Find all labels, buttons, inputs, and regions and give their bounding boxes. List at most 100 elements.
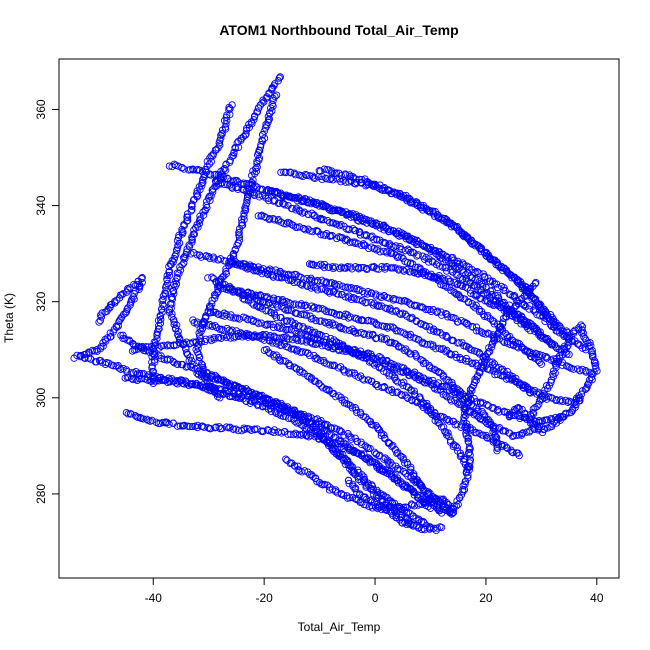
data-point [390,188,398,196]
data-point [523,347,531,356]
data-point [527,353,536,361]
data-point [518,343,526,351]
data-point [284,414,293,423]
data-point [328,445,336,454]
data-point [225,282,234,291]
data-point [551,321,559,329]
data-point [494,329,502,338]
data-point [340,457,348,465]
data-point [548,420,556,428]
data-point [283,325,291,334]
data-point [280,304,288,313]
x-axis-label: Total_Air_Temp [298,620,381,634]
data-point [522,288,530,296]
data-point [188,357,196,365]
data-point [346,401,355,410]
data-point [344,476,353,485]
y-tick-label: 300 [34,387,48,407]
data-point [231,314,240,322]
data-point [445,386,454,394]
data-point [186,353,194,361]
data-point [332,338,340,346]
y-tick-label: 280 [34,484,48,504]
data-point [208,273,216,281]
data-point [197,360,206,368]
data-point [128,374,136,383]
data-point [509,449,517,457]
data-point [280,220,288,228]
data-point [339,444,348,452]
data-point [483,401,491,409]
data-point [317,231,325,239]
data-point [331,263,340,271]
data-point [312,316,320,325]
data-point [337,440,345,448]
data-point [345,446,354,455]
data-point [309,261,318,269]
data-point [407,199,415,207]
data-point [518,283,526,291]
data-point [491,431,499,440]
data-point [274,273,283,282]
data-point [222,333,231,342]
data-point [362,501,370,509]
data-point [414,270,422,278]
data-point [418,303,426,311]
data-point [401,518,409,527]
data-point [159,341,167,350]
data-point [445,417,454,425]
data-point [202,335,210,343]
data-point [247,293,255,301]
data-point [523,428,531,436]
data-point [463,423,472,431]
data-point [403,367,412,375]
data-point [167,304,175,312]
data-point [358,498,366,507]
data-point [439,373,448,381]
data-point [328,169,336,177]
data-point [148,364,156,372]
data-point [372,235,381,243]
data-point [320,421,329,429]
data-point [273,340,281,348]
data-point [433,273,442,282]
data-point [171,282,179,291]
data-point [211,321,219,330]
data-point [266,214,274,223]
data-point [231,144,239,153]
data-point [270,428,278,437]
data-point [169,419,177,427]
data-point [199,317,208,326]
data-point [202,252,210,260]
data-point [217,334,225,342]
data-point [500,407,508,415]
data-point [300,467,309,475]
data-point [494,294,502,302]
data-point [567,408,576,416]
data-point [195,350,203,359]
data-point [444,376,452,384]
data-point [526,388,534,396]
data-point [481,356,489,364]
data-point [151,358,159,366]
data-point [414,501,423,509]
data-point [484,329,492,337]
data-point [227,328,235,336]
data-point [539,305,547,313]
data-point [335,281,343,289]
data-point [253,163,261,171]
data-point [129,293,137,301]
data-point [290,461,299,470]
data-point [526,290,534,298]
data-point [438,331,447,339]
data-point [577,321,585,329]
data-point [218,424,226,433]
data-point [308,209,316,217]
data-point [187,202,196,210]
data-point [344,263,352,271]
data-point [318,276,326,284]
data-point [471,276,479,284]
data-point [148,352,156,361]
data-point [243,196,251,205]
data-point [336,311,344,320]
